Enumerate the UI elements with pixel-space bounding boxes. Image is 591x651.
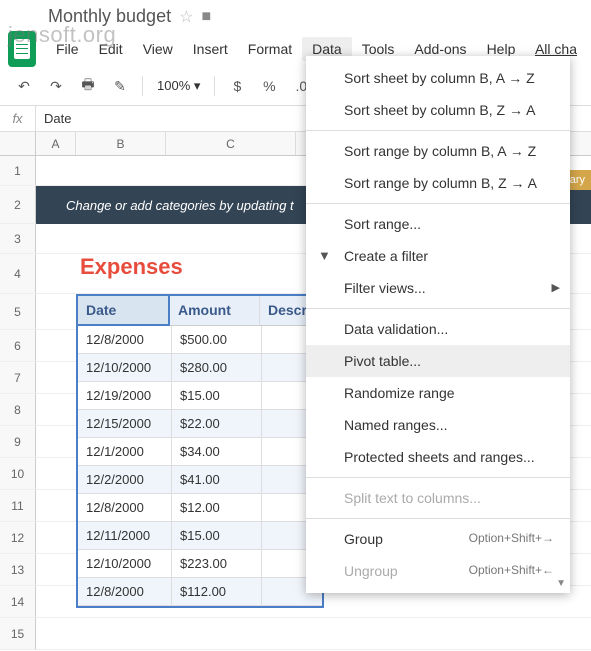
menu-split-text: Split text to columns... <box>306 482 570 514</box>
sheets-logo-icon[interactable] <box>8 31 36 67</box>
row-header[interactable]: 2 <box>0 186 36 223</box>
table-row[interactable]: 12/10/2000$223.00 <box>78 550 322 578</box>
menu-sort-range-za[interactable]: Sort range by column B, Z → A <box>306 167 570 199</box>
menu-edit[interactable]: Edit <box>89 37 133 61</box>
table-row[interactable]: 12/8/2000$500.00 <box>78 326 322 354</box>
redo-icon[interactable]: ↷ <box>42 73 70 99</box>
row-header[interactable]: 13 <box>0 554 36 585</box>
col-amount[interactable]: Amount <box>170 296 260 325</box>
row-header[interactable]: 3 <box>0 224 36 253</box>
print-icon[interactable]: 🖶 <box>74 73 102 99</box>
menu-sort-range-az[interactable]: Sort range by column B, A → Z <box>306 135 570 167</box>
menu-file[interactable]: File <box>46 37 89 61</box>
menu-create-filter[interactable]: ▼Create a filter <box>306 240 570 272</box>
menu-data-validation[interactable]: Data validation... <box>306 313 570 345</box>
menu-view[interactable]: View <box>133 37 183 61</box>
submenu-arrow-icon: ▶ <box>552 281 560 294</box>
fx-value[interactable]: Date <box>36 111 79 126</box>
row-header[interactable]: 8 <box>0 394 36 425</box>
shortcut-text: Option+Shift+→ <box>469 531 554 545</box>
scroll-down-icon[interactable]: ▼ <box>556 578 566 589</box>
table-row[interactable]: 12/8/2000$112.00 <box>78 578 322 606</box>
select-all-corner[interactable] <box>0 132 36 155</box>
table-row[interactable]: 12/1/2000$34.00 <box>78 438 322 466</box>
row-header[interactable]: 12 <box>0 522 36 553</box>
col-header-b[interactable]: B <box>76 132 166 155</box>
doc-title[interactable]: Monthly budget <box>48 6 171 27</box>
star-icon[interactable]: ☆ <box>179 7 193 27</box>
menu-separator <box>306 130 570 131</box>
currency-button[interactable]: $ <box>223 73 251 99</box>
toolbar-sep <box>142 76 143 96</box>
row-header[interactable]: 1 <box>0 156 36 185</box>
menu-randomize-range[interactable]: Randomize range <box>306 377 570 409</box>
percent-button[interactable]: % <box>255 73 283 99</box>
menu-sort-sheet-za[interactable]: Sort sheet by column B, Z → A <box>306 94 570 126</box>
menu-ungroup: UngroupOption+Shift+← <box>306 555 570 587</box>
menu-sort-range[interactable]: Sort range... <box>306 208 570 240</box>
col-header-a[interactable]: A <box>36 132 76 155</box>
col-header-c[interactable]: C <box>166 132 296 155</box>
menu-separator <box>306 477 570 478</box>
menu-insert[interactable]: Insert <box>183 37 238 61</box>
menu-pivot-table[interactable]: Pivot table... <box>306 345 570 377</box>
title-row: Monthly budget ☆ ■ <box>48 6 583 27</box>
menu-filter-views[interactable]: Filter views...▶ <box>306 272 570 304</box>
row-header[interactable]: 6 <box>0 330 36 361</box>
table-row[interactable]: 12/10/2000$280.00 <box>78 354 322 382</box>
expenses-table: Date Amount Descrip 12/8/2000$500.00 12/… <box>76 294 324 608</box>
menu-format[interactable]: Format <box>238 37 302 61</box>
col-date[interactable]: Date <box>76 294 170 326</box>
menu-protected-sheets[interactable]: Protected sheets and ranges... <box>306 441 570 473</box>
row-header[interactable]: 10 <box>0 458 36 489</box>
table-row[interactable]: 12/15/2000$22.00 <box>78 410 322 438</box>
menu-separator <box>306 518 570 519</box>
menu-named-ranges[interactable]: Named ranges... <box>306 409 570 441</box>
table-row[interactable]: 12/8/2000$12.00 <box>78 494 322 522</box>
data-menu-dropdown: Sort sheet by column B, A → Z Sort sheet… <box>306 56 570 593</box>
filter-icon: ▼ <box>318 248 331 263</box>
table-row[interactable]: 12/19/2000$15.00 <box>78 382 322 410</box>
row-header[interactable]: 9 <box>0 426 36 457</box>
table-row[interactable]: 12/11/2000$15.00 <box>78 522 322 550</box>
shortcut-text: Option+Shift+← <box>469 563 554 577</box>
menu-separator <box>306 203 570 204</box>
toolbar-sep <box>214 76 215 96</box>
zoom-select[interactable]: 100% ▾ <box>151 78 206 94</box>
row-header[interactable]: 4 <box>0 254 36 293</box>
expenses-heading: Expenses <box>80 254 183 280</box>
row-header[interactable]: 11 <box>0 490 36 521</box>
fx-label: fx <box>0 106 36 131</box>
paint-format-icon[interactable]: ✎ <box>106 73 134 99</box>
undo-icon[interactable]: ↶ <box>10 73 38 99</box>
table-header-row: Date Amount Descrip <box>78 296 322 326</box>
row-header[interactable]: 14 <box>0 586 36 617</box>
row-header[interactable]: 7 <box>0 362 36 393</box>
row-header[interactable]: 5 <box>0 294 36 329</box>
folder-icon[interactable]: ■ <box>201 8 211 26</box>
table-row[interactable]: 12/2/2000$41.00 <box>78 466 322 494</box>
menu-separator <box>306 308 570 309</box>
menu-group[interactable]: GroupOption+Shift+→ <box>306 523 570 555</box>
row-header[interactable]: 15 <box>0 618 36 649</box>
menu-sort-sheet-az[interactable]: Sort sheet by column B, A → Z <box>306 62 570 94</box>
